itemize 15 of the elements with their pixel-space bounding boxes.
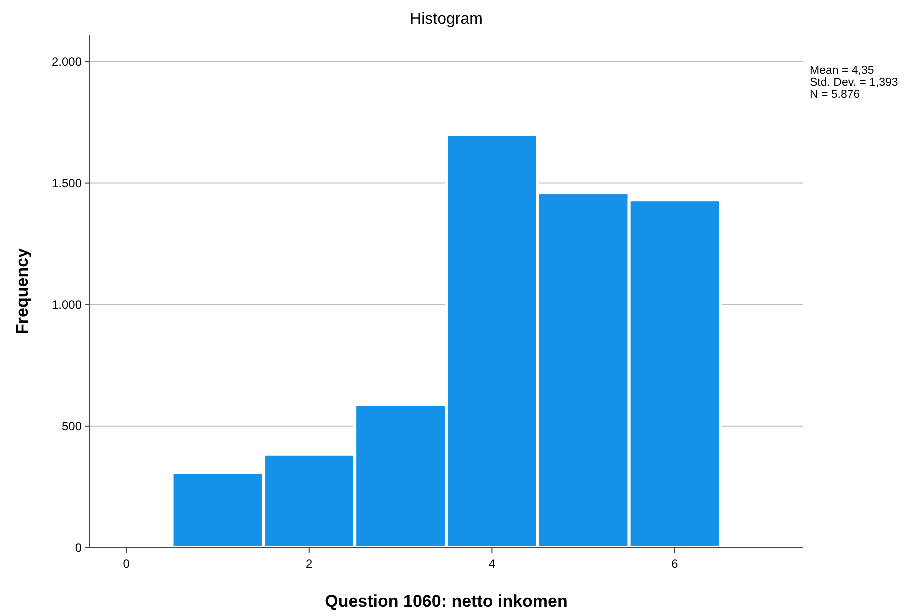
y-tick-label: 0 [75,541,82,556]
x-tick-label: 2 [306,557,314,571]
x-axis-title: Question 1060: netto inkomen [325,592,568,611]
y-tick-label: 500 [62,420,82,434]
text: Std. Dev. = 1,393 [810,77,898,89]
x-tick-label: 4 [488,557,496,571]
y-tick-label: 2.000 [52,54,82,69]
text: N = 5.876 [810,89,860,101]
text: Mean = 4,35 [810,65,874,77]
x-tick-label: 6 [672,557,679,571]
y-tick-label: 1.000 [52,298,82,312]
chart-title: Histogram [410,11,483,28]
x-tick-label: 0 [123,557,130,571]
y-axis-title: Frequency [13,248,32,334]
y-tick-label: 1.500 [52,176,82,191]
